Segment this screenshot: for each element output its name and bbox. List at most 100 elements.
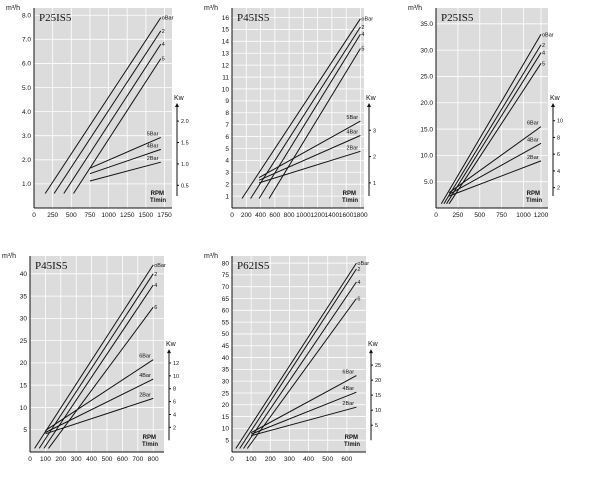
y-tick-label: 7 (225, 122, 229, 129)
power-series-label: 6Bar (139, 354, 151, 360)
y-tick-label: 8 (225, 110, 229, 117)
kw-tick-label: 6 (173, 400, 176, 406)
y-tick-label: 30.0 (420, 47, 433, 54)
power-series-line (258, 120, 361, 179)
x-tick-label: 600 (341, 456, 352, 463)
kw-axis-title: Kw (174, 95, 185, 102)
kw-tick-label: 8 (557, 135, 560, 141)
x-tick-label: 1000 (101, 212, 116, 219)
rpm-unit-label: T/min (344, 442, 360, 448)
y-tick-label: 8.0 (22, 13, 31, 20)
flow-series-line (73, 58, 162, 194)
y-tick-label: 70 (222, 284, 230, 291)
kw-tick-label: 2 (557, 186, 560, 192)
kw-tick-label: 12 (173, 361, 179, 367)
kw-tick-label: 15 (375, 393, 381, 399)
plot-background (30, 256, 164, 452)
flow-series-line (44, 17, 162, 194)
kw-tick-label: 0.5 (181, 183, 189, 189)
y-tick-label: 9 (225, 98, 229, 105)
chart-title: P45IS5 (35, 260, 68, 272)
y-tick-label: 7.0 (22, 37, 31, 44)
x-tick-label: 250 (47, 212, 58, 219)
x-tick-label: 800 (148, 456, 159, 463)
flow-series-label: oBar (357, 261, 369, 267)
x-tick-label: 0 (230, 212, 234, 219)
kw-axis-arrow (175, 103, 179, 107)
kw-axis-title: Kw (550, 95, 561, 102)
x-tick-label: 750 (85, 212, 96, 219)
power-series-line (250, 375, 357, 434)
flow-series-line (440, 34, 542, 205)
chart-title: P45IS5 (237, 12, 270, 24)
x-tick-label: 1200 (310, 212, 325, 219)
flow-series-label: 4 (361, 32, 364, 38)
chart-title: P62IS5 (237, 260, 270, 272)
x-tick-label: 300 (284, 456, 295, 463)
flow-series-label: 4 (162, 42, 165, 48)
y-tick-label: 16 (222, 15, 230, 22)
power-series-label: 6Bar (342, 370, 354, 376)
rpm-unit-label: T/min (526, 198, 542, 204)
y-tick-label: 40 (20, 271, 28, 278)
flow-series-line (241, 18, 361, 199)
x-tick-label: 800 (284, 212, 295, 219)
x-tick-label: 0 (28, 456, 32, 463)
kw-axis-arrow (367, 103, 371, 107)
y-tick-label: 2.0 (22, 157, 31, 164)
y-tick-label: 30 (222, 378, 230, 385)
flow-series-label: 5 (361, 46, 364, 52)
power-series-label: 2Bar (147, 156, 159, 162)
power-series-label: 4Bar (147, 143, 159, 149)
x-tick-label: 1800 (353, 212, 368, 219)
x-tick-label: 600 (117, 456, 128, 463)
kw-tick-label: 4 (173, 412, 176, 418)
flow-series-label: 6 (357, 297, 360, 303)
flow-series-line (63, 43, 162, 194)
y-tick-label: 5.0 (22, 85, 31, 92)
power-series-label: 2Bar (346, 145, 358, 151)
rpm-label: RPM (345, 435, 358, 441)
power-series-label: 4Bar (527, 137, 539, 143)
y-tick-label: 20.0 (420, 100, 433, 107)
rpm-unit-label: T/min (142, 442, 158, 448)
kw-axis-arrow (551, 103, 555, 107)
kw-tick-label: 2 (373, 155, 376, 161)
x-tick-label: 400 (86, 456, 97, 463)
rpm-label: RPM (143, 435, 156, 441)
y-tick-label: 25 (222, 390, 230, 397)
kw-tick-label: 2.0 (181, 119, 189, 125)
flow-series-label: oBar (162, 16, 174, 22)
power-series-line (258, 150, 361, 184)
power-series-label: 4Bar (346, 130, 358, 136)
flow-series-label: 2 (357, 267, 360, 273)
y-tick-label: 10.0 (420, 153, 433, 160)
y-tick-label: 45 (222, 343, 230, 350)
y-tick-label: 1 (225, 193, 229, 200)
kw-tick-label: 2 (173, 425, 176, 431)
x-tick-label: 1400 (325, 212, 340, 219)
x-tick-label: 1250 (120, 212, 135, 219)
power-series-label: 2Bar (342, 401, 354, 407)
power-series-line (45, 359, 154, 432)
y-axis-unit: m³/h (2, 253, 16, 260)
y-tick-label: 20 (20, 360, 28, 367)
x-tick-label: 250 (452, 212, 463, 219)
chart-title: P25IS5 (39, 12, 72, 24)
power-series-line (45, 397, 154, 435)
flow-series-label: 4 (154, 283, 157, 289)
y-tick-label: 35.0 (420, 21, 433, 28)
power-series-label: 5Bar (346, 115, 358, 121)
y-tick-label: 5 (23, 427, 27, 434)
flow-series-line (258, 33, 361, 199)
flow-series-line (235, 262, 357, 449)
flow-series-label: oBar (361, 17, 373, 23)
y-tick-label: 50 (222, 331, 230, 338)
x-tick-label: 400 (303, 456, 314, 463)
kw-tick-label: 1 (373, 181, 376, 187)
x-tick-label: 500 (102, 456, 113, 463)
x-tick-label: 0 (230, 456, 234, 463)
flow-series-line (243, 281, 357, 449)
y-axis-unit: m³/h (204, 253, 218, 260)
flow-series-line (446, 52, 542, 205)
